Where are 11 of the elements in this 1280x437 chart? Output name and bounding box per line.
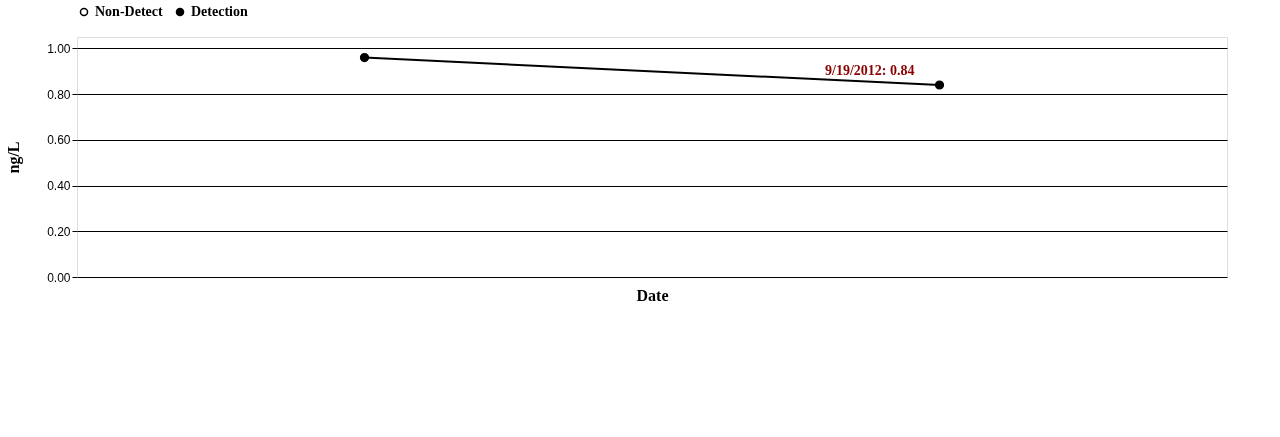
- legend-label: Detection: [191, 4, 248, 19]
- y-tick-label: 0.60: [47, 133, 71, 148]
- y-tick-label: 0.40: [47, 179, 71, 194]
- y-tick-label: 0.80: [47, 87, 71, 102]
- annotation: 9/19/2012: 0.84: [825, 63, 915, 78]
- y-tick-label: 0.20: [47, 224, 71, 239]
- y-tick-label: 0.00: [47, 270, 71, 285]
- y-tick-label: 1.00: [47, 41, 71, 56]
- y-axis-title: ng/L: [5, 141, 24, 174]
- x-axis-title: Date: [636, 286, 669, 304]
- legend-label: Non-Detect: [95, 4, 163, 19]
